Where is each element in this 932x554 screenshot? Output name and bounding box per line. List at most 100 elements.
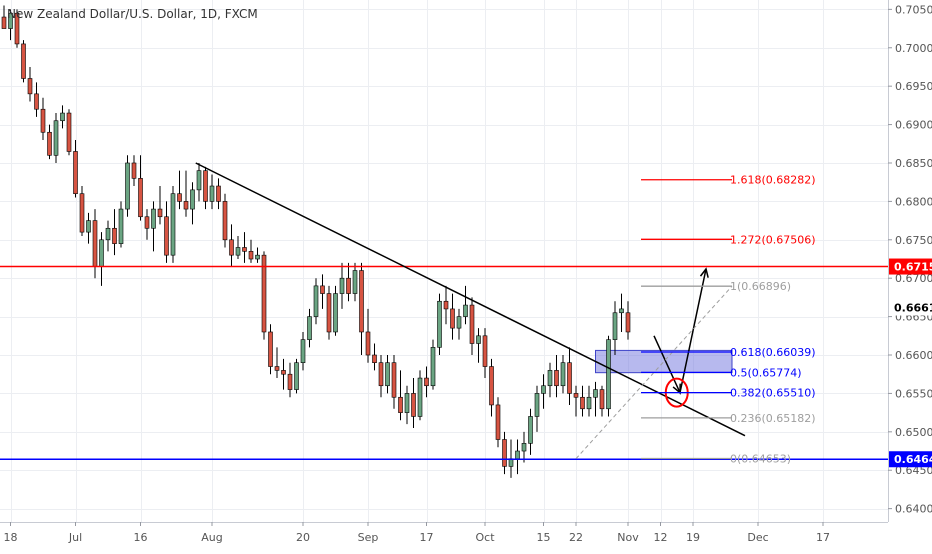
candle-body bbox=[86, 220, 91, 233]
candle bbox=[320, 274, 325, 309]
fib-level-label: 1.618(0.68282) bbox=[730, 174, 816, 187]
candle bbox=[612, 301, 618, 356]
time-tick-label: Aug bbox=[201, 531, 222, 544]
candle-body bbox=[131, 162, 137, 179]
level-badge-blue: 0.64643 bbox=[894, 453, 932, 466]
time-axis: 18 Jul 16 Aug 20 Sep 17 Oct 15 22 Nov 12 19 Dec 17 bbox=[0, 522, 888, 550]
candle bbox=[138, 155, 143, 221]
candle bbox=[482, 328, 488, 379]
candle bbox=[515, 439, 520, 475]
candle-body bbox=[521, 443, 527, 452]
time-tick-label: 19 bbox=[686, 531, 700, 544]
candle bbox=[593, 381, 598, 417]
candle-body bbox=[53, 120, 59, 156]
candle bbox=[8, 9, 13, 41]
grid bbox=[0, 0, 888, 522]
candle-body bbox=[1, 16, 7, 29]
candle bbox=[398, 370, 403, 421]
candle bbox=[118, 201, 124, 248]
candle-body bbox=[417, 377, 423, 417]
candle-body bbox=[203, 170, 208, 202]
candle bbox=[391, 355, 397, 409]
candle-body bbox=[573, 393, 579, 398]
candle-body bbox=[261, 254, 267, 333]
candle-body bbox=[99, 239, 104, 267]
candle-body bbox=[144, 216, 150, 229]
fib-level-label: 1(0.66896) bbox=[730, 280, 791, 293]
candle-body bbox=[612, 312, 618, 340]
candle bbox=[437, 293, 442, 356]
candle-body bbox=[92, 220, 98, 267]
fib-zone-rect bbox=[595, 349, 733, 374]
candle-body bbox=[216, 185, 221, 202]
fib-level-label: 0.5(0.65774) bbox=[730, 366, 802, 379]
candle bbox=[521, 431, 527, 463]
candle bbox=[242, 232, 247, 263]
candle-body bbox=[222, 201, 228, 241]
candle-body bbox=[73, 151, 78, 195]
candle bbox=[378, 355, 384, 398]
candle-body bbox=[255, 254, 260, 260]
candle-body bbox=[248, 251, 254, 260]
candle-body bbox=[489, 366, 494, 406]
time-tick-label: 16 bbox=[134, 531, 148, 544]
candle bbox=[560, 355, 566, 394]
candle bbox=[476, 328, 481, 363]
candle-body bbox=[242, 247, 247, 252]
candle bbox=[209, 174, 215, 210]
candle bbox=[307, 308, 312, 348]
level-badge-red-bg bbox=[889, 258, 932, 275]
time-axis-bg bbox=[0, 522, 888, 550]
candle bbox=[1, 5, 7, 29]
candle-body bbox=[47, 131, 52, 156]
fibonacci: 1.618(0.68282) 1.272(0.67506) 1(0.66896) 0.… bbox=[575, 174, 816, 465]
candle-body bbox=[352, 270, 358, 294]
candle-body bbox=[339, 277, 345, 294]
candle-body bbox=[157, 208, 163, 218]
candle-body bbox=[27, 78, 33, 95]
candle bbox=[619, 293, 624, 332]
candle-body bbox=[60, 112, 65, 122]
candle-body bbox=[268, 331, 273, 367]
candle bbox=[79, 186, 85, 236]
candle-body bbox=[365, 331, 371, 356]
candle bbox=[157, 186, 163, 225]
candle-body bbox=[320, 285, 325, 294]
time-tick-label: 17 bbox=[420, 531, 434, 544]
candle bbox=[40, 97, 46, 140]
candle-body bbox=[281, 370, 286, 375]
candle-body bbox=[424, 377, 429, 387]
candle-body bbox=[274, 366, 280, 371]
candle bbox=[229, 224, 234, 267]
candle bbox=[248, 239, 254, 263]
candle bbox=[430, 339, 436, 390]
fib-level-label: 1.272(0.67506) bbox=[730, 233, 816, 246]
candle bbox=[294, 358, 299, 394]
candle bbox=[235, 235, 241, 259]
candle-body bbox=[125, 162, 130, 210]
candle bbox=[268, 324, 273, 375]
candle bbox=[300, 331, 306, 371]
candle-body bbox=[619, 308, 624, 314]
candle-body bbox=[235, 247, 241, 256]
candle-body bbox=[177, 193, 182, 202]
candle bbox=[424, 366, 429, 398]
candle-body bbox=[287, 373, 293, 390]
last-price-badge-bg bbox=[889, 299, 932, 316]
candle-body bbox=[567, 362, 572, 394]
candle-body bbox=[164, 216, 169, 256]
candle bbox=[27, 66, 33, 102]
candle-body bbox=[469, 304, 475, 344]
candle bbox=[144, 209, 150, 240]
time-tick-label: 22 bbox=[569, 531, 583, 544]
candle bbox=[274, 347, 280, 379]
candle-body bbox=[183, 201, 189, 210]
candle-body bbox=[547, 370, 553, 387]
candle bbox=[170, 186, 176, 263]
candle bbox=[456, 308, 462, 340]
candle bbox=[53, 113, 59, 163]
